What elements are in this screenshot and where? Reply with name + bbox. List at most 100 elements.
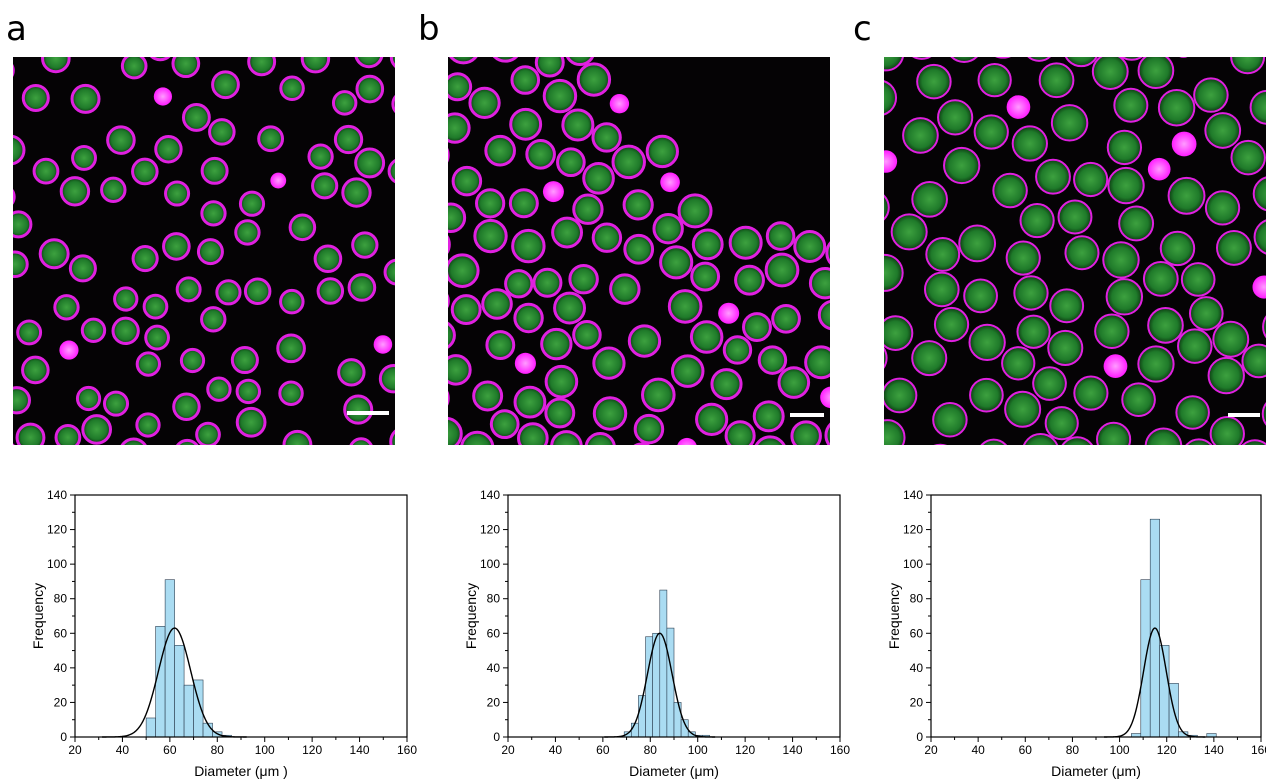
x-tick-label: 20 (924, 743, 938, 757)
capsule-droplet (1159, 90, 1194, 125)
capsule-droplet (102, 178, 125, 201)
x-tick-label: 80 (1066, 743, 1080, 757)
capsule-droplet (542, 329, 571, 358)
y-tick-label: 120 (903, 523, 923, 537)
capsule-droplet (767, 223, 794, 250)
capsule-droplet (181, 349, 203, 371)
capsule-droplet (892, 214, 927, 249)
y-tick-label: 40 (910, 661, 924, 675)
capsule-droplet (511, 109, 541, 139)
y-tick-label: 60 (910, 626, 924, 640)
y-axis-label: Frequency (886, 583, 902, 649)
capsule-droplet (1205, 113, 1240, 148)
capsule-droplet (903, 118, 938, 153)
capsule-droplet (933, 403, 966, 436)
x-tick-label: 120 (302, 743, 322, 757)
histogram-a-plot: 20 40 60 80 100 120 140 160020406080100120140Di… (20, 470, 420, 781)
histogram-c: 20406080100120140160020406080100120140Di… (876, 470, 1266, 781)
solid-droplet (374, 335, 393, 354)
capsule-droplet (313, 174, 337, 198)
capsule-droplet (691, 322, 721, 352)
capsule-droplet (339, 360, 364, 385)
capsule-droplet (70, 256, 95, 281)
x-tick-label: 140 (1204, 743, 1224, 757)
panel-label-c: c (853, 12, 872, 46)
capsule-droplet (969, 325, 1004, 360)
capsule-droplet (1059, 201, 1092, 234)
capsule-droplet (1148, 308, 1183, 343)
capsule-droplet (944, 148, 979, 183)
capsule-droplet (697, 404, 727, 434)
capsule-droplet (574, 195, 602, 223)
capsule-droplet (594, 398, 625, 429)
capsule-droplet (1194, 78, 1227, 111)
capsule-droplet (912, 341, 946, 375)
solid-droplet (270, 173, 286, 189)
capsule-droplet (474, 382, 502, 410)
capsule-droplet (1119, 207, 1153, 241)
x-tick-label: 40 (971, 743, 985, 757)
x-tick-label: 40 (549, 743, 563, 757)
y-tick-label: 0 (493, 730, 500, 744)
capsule-droplet (744, 314, 771, 341)
capsule-droplet (1014, 276, 1047, 309)
capsule-droplet (61, 178, 88, 205)
x-axis-label: Diameter (μm) (1051, 763, 1141, 779)
x-tick-label: 60 (1019, 743, 1033, 757)
capsule-droplet (726, 422, 754, 445)
y-tick-label: 60 (487, 626, 501, 640)
capsule-droplet (133, 246, 157, 270)
capsule-droplet (806, 347, 830, 378)
capsule-droplet (959, 225, 995, 261)
capsule-droplet (759, 347, 785, 373)
capsule-droplet (515, 387, 545, 417)
solid-droplet (660, 172, 680, 192)
capsule-droplet (470, 88, 499, 117)
y-tick-label: 20 (487, 695, 501, 709)
solid-droplet (718, 303, 739, 324)
capsule-droplet (553, 218, 582, 247)
capsule-droplet (1036, 160, 1070, 194)
capsule-droplet (536, 57, 563, 76)
capsule-droplet (574, 322, 601, 349)
capsule-droplet (1050, 289, 1083, 322)
histogram-bar (667, 628, 674, 737)
capsule-droplet (491, 411, 518, 438)
capsule-droplet (975, 115, 1008, 148)
capsule-droplet (546, 399, 574, 427)
capsule-droplet (164, 234, 190, 260)
y-tick-label: 80 (910, 592, 924, 606)
capsule-droplet (232, 347, 257, 372)
capsule-droplet (137, 414, 159, 436)
histogram-bar (146, 718, 155, 737)
capsule-droplet (810, 269, 830, 298)
capsule-droplet (448, 204, 465, 232)
capsule-droplet (77, 387, 99, 409)
histogram-a: 20 40 60 80 100 120 140 160 0 20 40 60 80 100 120 140 Di… (20, 470, 420, 781)
x-tick-label: 160 (397, 743, 417, 757)
x-tick-label: 140 (783, 743, 803, 757)
x-tick-label: 100 (1110, 743, 1130, 757)
capsule-droplet (512, 67, 539, 94)
capsule-droplet (593, 224, 620, 251)
histogram-bar (631, 723, 638, 737)
capsule-droplet (692, 263, 719, 290)
capsule-droplet (534, 269, 561, 296)
capsule-droplet (82, 319, 104, 341)
capsule-droplet (23, 357, 49, 383)
capsule-droplet (475, 220, 506, 251)
y-tick-label: 100 (903, 557, 923, 571)
capsule-droplet (964, 279, 997, 312)
capsule-droplet (938, 100, 972, 134)
capsule-droplet (1122, 383, 1155, 416)
capsule-droplet (1190, 297, 1223, 330)
micrograph-a-image (13, 57, 395, 445)
capsule-droplet (202, 158, 227, 183)
y-tick-label: 20 (54, 695, 68, 709)
capsule-droplet (1103, 242, 1138, 277)
x-tick-label: 80 (644, 743, 658, 757)
capsule-droplet (452, 296, 480, 324)
capsule-droplet (210, 120, 235, 145)
capsule-droplet (563, 110, 593, 140)
capsule-droplet (647, 136, 677, 166)
